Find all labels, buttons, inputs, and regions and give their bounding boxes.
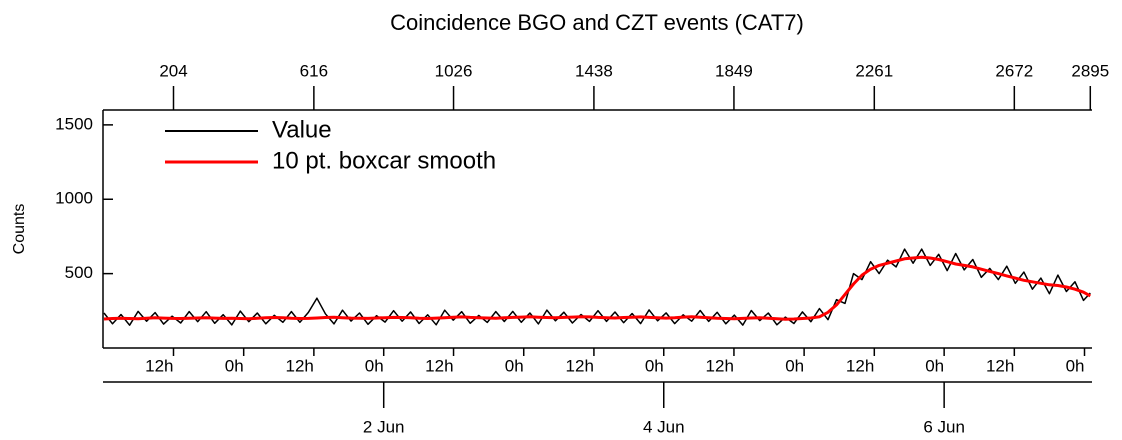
x-tick-label: 0h	[505, 356, 524, 375]
x-tick-label: 12h	[846, 356, 874, 375]
x-tick-label: 0h	[785, 356, 804, 375]
x-tick-label: 0h	[1066, 356, 1085, 375]
legend-label: 10 pt. boxcar smooth	[272, 147, 496, 174]
top-tick-label: 2895	[1071, 61, 1109, 80]
top-tick-label: 1438	[575, 61, 613, 80]
legend-label: Value	[272, 116, 332, 143]
y-tick-label: 500	[65, 263, 93, 282]
top-tick-label: 1849	[715, 61, 753, 80]
y-axis-label: Counts	[11, 204, 28, 255]
top-tick-label: 2672	[995, 61, 1033, 80]
x-tick-label: 12h	[986, 356, 1014, 375]
x-tick-label: 12h	[706, 356, 734, 375]
x-tick-label: 0h	[925, 356, 944, 375]
y-tick-label: 1500	[55, 114, 93, 133]
top-tick-label: 204	[159, 61, 187, 80]
top-tick-label: 1026	[435, 61, 473, 80]
x-tick-label: 12h	[145, 356, 173, 375]
x-tick-label: 0h	[645, 356, 664, 375]
y-tick-label: 1000	[55, 189, 93, 208]
x-tick-label: 12h	[425, 356, 453, 375]
chart-title: Coincidence BGO and CZT events (CAT7)	[390, 10, 804, 35]
data-line	[103, 255, 1092, 321]
date-tick-label: 6 Jun	[923, 417, 965, 436]
top-tick-label: 2261	[855, 61, 893, 80]
x-tick-label: 0h	[225, 356, 244, 375]
top-tick-label: 616	[300, 61, 328, 80]
date-tick-label: 2 Jun	[363, 417, 405, 436]
x-tick-label: 12h	[285, 356, 313, 375]
x-tick-label: 12h	[566, 356, 594, 375]
data-line	[103, 248, 1091, 326]
x-tick-label: 0h	[365, 356, 384, 375]
date-tick-label: 4 Jun	[643, 417, 685, 436]
